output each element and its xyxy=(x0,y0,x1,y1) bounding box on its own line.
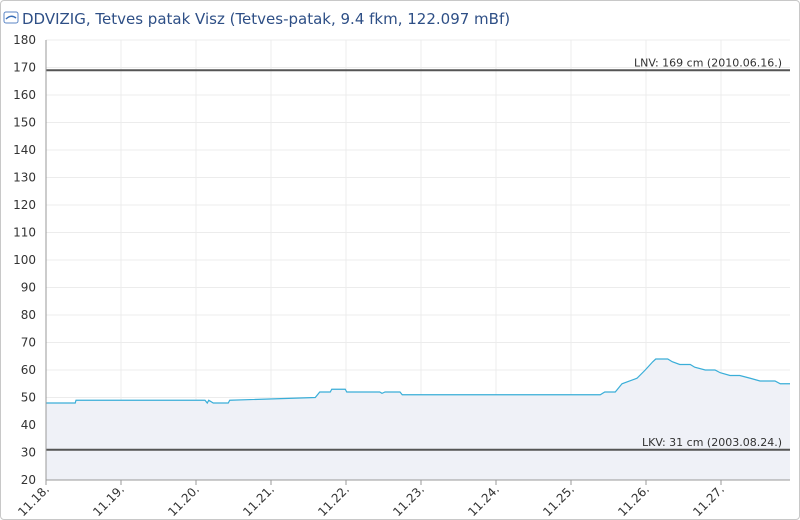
y-tick-label: 50 xyxy=(21,391,36,405)
x-tick-label: 11.21. xyxy=(240,482,277,519)
y-tick-label: 110 xyxy=(13,226,36,240)
y-tick-label: 90 xyxy=(21,281,36,295)
y-tick-label: 70 xyxy=(21,336,36,350)
y-tick-label: 180 xyxy=(13,33,36,47)
logo xyxy=(3,11,19,24)
y-tick-label: 40 xyxy=(21,418,36,432)
y-tick-label: 60 xyxy=(21,363,36,377)
x-tick-label: 11.24. xyxy=(465,482,502,519)
y-tick-label: 100 xyxy=(13,253,36,267)
y-tick-label: 20 xyxy=(21,473,36,487)
y-tick-label: 130 xyxy=(13,171,36,185)
y-tick-label: 160 xyxy=(13,88,36,102)
x-tick-label: 11.23. xyxy=(390,482,427,519)
x-tick-label: 11.22. xyxy=(315,482,352,519)
y-tick-label: 140 xyxy=(13,143,36,157)
y-tick-label: 80 xyxy=(21,308,36,322)
x-tick-label: 11.25. xyxy=(540,482,577,519)
plot: LNV: 169 cm (2010.06.16.) LKV: 31 cm (200… xyxy=(46,56,790,480)
y-tick-label: 150 xyxy=(13,116,36,130)
x-tick-label: 11.27. xyxy=(690,482,727,519)
y-tick-label: 120 xyxy=(13,198,36,212)
x-tick-label: 11.19. xyxy=(90,482,127,519)
line xyxy=(46,358,790,405)
area xyxy=(46,359,790,480)
y-tick-label: 170 xyxy=(13,61,36,75)
x-tick-label: 11.26. xyxy=(615,482,652,519)
x-tick-label: 11.18. xyxy=(15,482,52,519)
reference-label: LNV: 169 cm (2010.06.16.) xyxy=(634,56,782,69)
reference-label: LKV: 31 cm (2003.08.24.) xyxy=(642,436,782,449)
chart-title: DDVIZIG, Tetves patak Visz (Tetves-patak… xyxy=(22,10,510,28)
x-tick-label: 11.20. xyxy=(165,482,202,519)
y-tick-label: 30 xyxy=(21,446,36,460)
